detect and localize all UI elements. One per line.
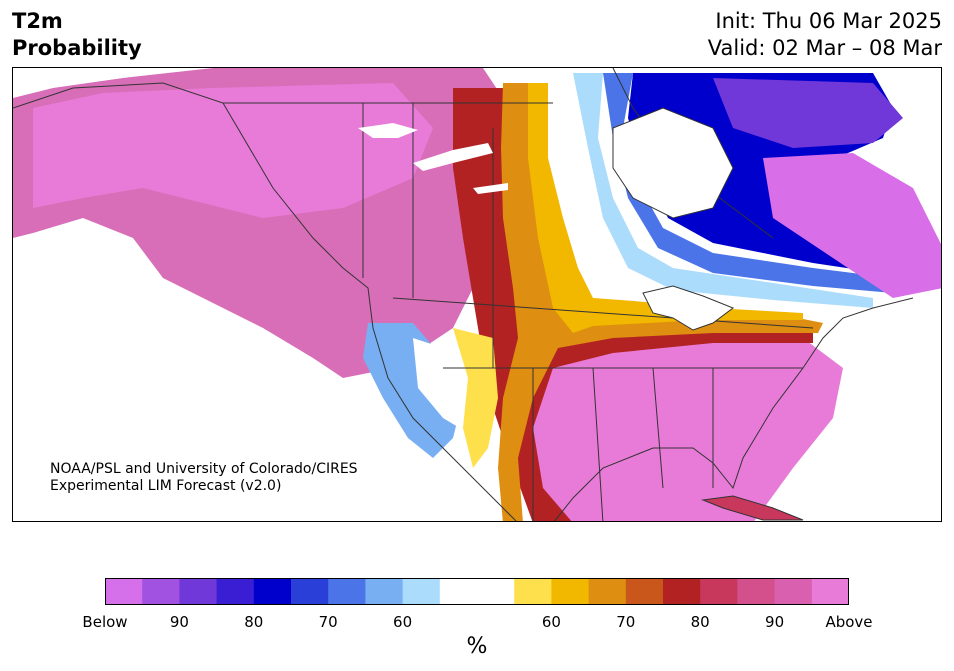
colorbar-swatch <box>737 578 776 605</box>
colorbar-swatch <box>811 578 849 605</box>
colorbar-tick-label: 70 <box>318 613 338 631</box>
colorbar-swatch <box>253 578 292 605</box>
credit-line-1: NOAA/PSL and University of Colorado/CIRE… <box>50 461 358 477</box>
warm-band-yellow <box>528 83 803 333</box>
colorbar-swatch <box>588 578 627 605</box>
valid-range: Valid: 02 Mar – 08 Mar <box>707 36 942 60</box>
colorbar-tick-label: 80 <box>244 613 264 631</box>
colorbar-swatch <box>402 578 441 605</box>
great-lakes <box>642 285 735 331</box>
colorbar-unit: % <box>466 634 488 659</box>
hudson-bay <box>612 107 734 219</box>
cold-band-purple <box>713 78 903 148</box>
lake-athabasca <box>473 183 508 194</box>
colorbar-swatch <box>179 578 218 605</box>
probability-map: NOAA/PSL and University of Colorado/CIRE… <box>12 67 942 522</box>
greenland-region <box>763 153 941 298</box>
great-bear-lake <box>358 123 418 138</box>
colorbar-swatch <box>625 578 664 605</box>
credit-line-2: Experimental LIM Forecast (v2.0) <box>50 478 282 494</box>
map-canvas <box>13 68 941 521</box>
colorbar-swatch <box>439 578 478 605</box>
colorbar-tick-label: 90 <box>765 613 785 631</box>
colorbar-tick-label: Below <box>82 613 128 631</box>
data-credit: NOAA/PSL and University of Colorado/CIRE… <box>50 461 358 495</box>
colorbar-tick-label: 60 <box>393 613 413 631</box>
colorbar-swatch <box>328 578 366 605</box>
forecast-dates: Init: Thu 06 Mar 2025 Valid: 02 Mar – 08… <box>708 8 942 62</box>
cuba <box>701 495 804 521</box>
colorbar-swatch <box>514 578 552 605</box>
product-label: Probability <box>12 36 142 60</box>
variable-label: T2m <box>12 9 63 33</box>
colorbar-tick-label: 60 <box>541 613 561 631</box>
colorbar-tick-label: 90 <box>169 613 189 631</box>
cold-band-mid <box>603 73 893 293</box>
colorbar-tick-label: Above <box>825 613 873 631</box>
southwest-yellow <box>453 328 498 468</box>
colorbar-swatch <box>663 578 701 605</box>
colorbar-swatch <box>551 578 590 605</box>
colorbar-swatch <box>216 578 255 605</box>
init-date: Init: Thu 06 Mar 2025 <box>715 9 942 33</box>
colorbar-tick-label: 70 <box>616 613 636 631</box>
map-title: T2m Probability <box>12 8 142 62</box>
colorbar <box>105 578 849 605</box>
colorbar-swatch <box>105 578 143 605</box>
colorbar-border <box>105 578 849 605</box>
colorbar-swatch <box>477 578 515 605</box>
colorbar-swatch <box>142 578 180 605</box>
colorbar-swatch <box>291 578 329 605</box>
colorbar-swatch <box>700 578 738 605</box>
colorbar-tick-label: 80 <box>690 613 710 631</box>
colorbar-swatch <box>774 578 813 605</box>
alaska-above-core <box>33 83 433 218</box>
colorbar-swatch <box>365 578 404 605</box>
great-slave-lake <box>413 143 493 171</box>
